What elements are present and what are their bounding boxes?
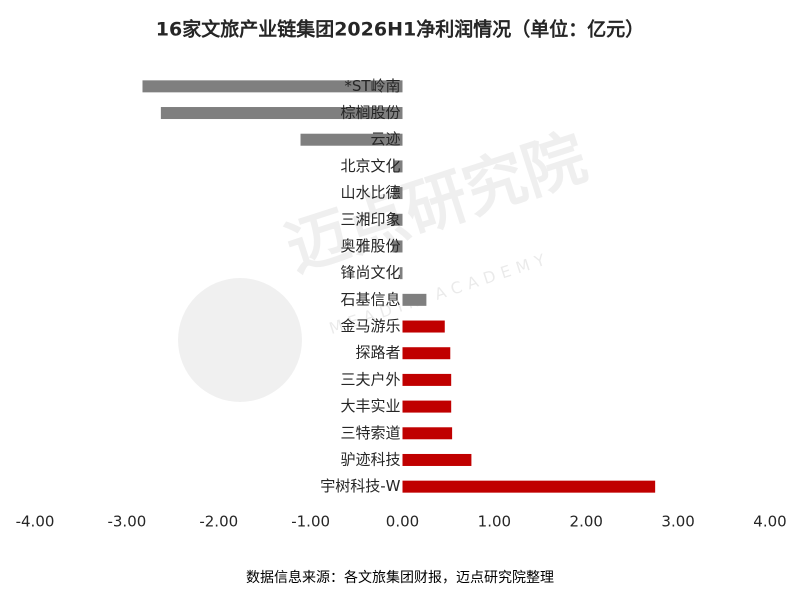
bar xyxy=(391,213,403,226)
y-tick-label: 石基信息 xyxy=(340,290,400,308)
y-tick-label: 探路者 xyxy=(355,344,400,362)
y-tick-label: 棕榈股份 xyxy=(340,104,400,122)
chart-title: 16家文旅产业链集团2026H1净利润情况（单位：亿元） xyxy=(156,18,644,41)
bar xyxy=(300,133,403,146)
x-tick-label: -3.00 xyxy=(107,513,146,531)
bar xyxy=(402,347,451,360)
x-tick-label: 0.00 xyxy=(386,513,419,531)
y-tick-label: 三夫户外 xyxy=(340,370,400,388)
y-tick-label: 北京文化 xyxy=(340,157,400,175)
bar xyxy=(160,107,403,120)
x-tick-label: 3.00 xyxy=(661,513,694,531)
x-tick-label: -1.00 xyxy=(291,513,330,531)
y-tick-label: 云迹 xyxy=(370,130,400,148)
y-tick-label: *ST岭南 xyxy=(344,77,400,95)
bar xyxy=(402,427,453,440)
x-tick-label: 4.00 xyxy=(753,513,786,531)
y-tick-label: 大丰实业 xyxy=(340,397,400,415)
bar xyxy=(142,80,403,93)
y-tick-label: 三特索道 xyxy=(340,424,400,442)
y-tick-label: 驴迹科技 xyxy=(340,450,400,468)
y-tick-label: 三湘印象 xyxy=(340,210,400,228)
bar xyxy=(402,320,445,333)
y-tick-label: 锋尚文化 xyxy=(340,264,400,282)
y-tick-label: 金马游乐 xyxy=(340,317,400,335)
bar xyxy=(402,293,427,306)
y-tick-label: 宇树科技-W xyxy=(320,477,400,495)
bar xyxy=(402,480,656,493)
x-tick-label: -2.00 xyxy=(199,513,238,531)
watermark-logo xyxy=(178,278,302,402)
y-tick-label: 奥雅股份 xyxy=(340,237,400,255)
source-note: 数据信息来源：各文旅集团财报，迈点研究院整理 xyxy=(246,569,554,586)
x-tick-label: 1.00 xyxy=(478,513,511,531)
bar xyxy=(399,267,403,280)
bar xyxy=(402,400,452,413)
x-tick-label: -4.00 xyxy=(16,513,55,531)
bar xyxy=(402,453,472,466)
x-tick-label: 2.00 xyxy=(570,513,603,531)
bar xyxy=(392,240,403,253)
bar xyxy=(394,160,403,173)
bar xyxy=(393,187,403,200)
y-tick-label: 山水比德 xyxy=(340,184,400,202)
bar xyxy=(402,373,452,386)
